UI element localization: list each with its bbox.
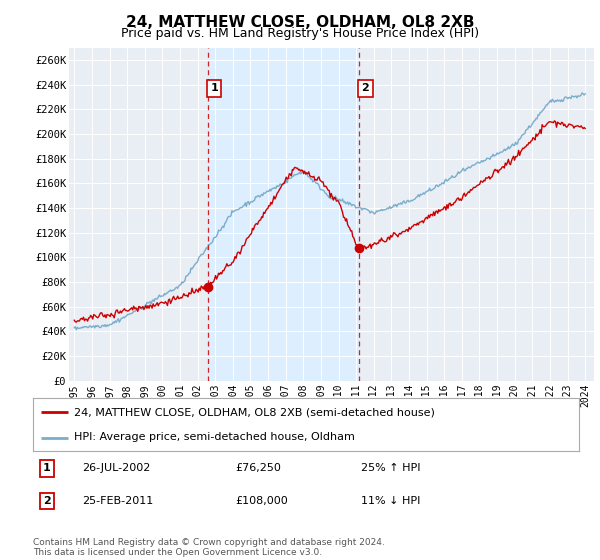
Text: HPI: Average price, semi-detached house, Oldham: HPI: Average price, semi-detached house,… — [74, 432, 355, 442]
Text: 1: 1 — [210, 83, 218, 94]
Text: £76,250: £76,250 — [235, 464, 281, 473]
Text: Price paid vs. HM Land Registry's House Price Index (HPI): Price paid vs. HM Land Registry's House … — [121, 27, 479, 40]
Text: 25-FEB-2011: 25-FEB-2011 — [82, 496, 154, 506]
Text: 11% ↓ HPI: 11% ↓ HPI — [361, 496, 420, 506]
Bar — [208, 48, 359, 381]
Text: 25% ↑ HPI: 25% ↑ HPI — [361, 464, 420, 473]
Text: 2: 2 — [43, 496, 50, 506]
Text: 24, MATTHEW CLOSE, OLDHAM, OL8 2XB (semi-detached house): 24, MATTHEW CLOSE, OLDHAM, OL8 2XB (semi… — [74, 408, 435, 418]
Text: 24, MATTHEW CLOSE, OLDHAM, OL8 2XB: 24, MATTHEW CLOSE, OLDHAM, OL8 2XB — [126, 15, 474, 30]
Text: Contains HM Land Registry data © Crown copyright and database right 2024.
This d: Contains HM Land Registry data © Crown c… — [33, 538, 385, 557]
Text: 26-JUL-2002: 26-JUL-2002 — [82, 464, 151, 473]
Text: £108,000: £108,000 — [235, 496, 288, 506]
Text: 2: 2 — [361, 83, 369, 94]
Text: 1: 1 — [43, 464, 50, 473]
